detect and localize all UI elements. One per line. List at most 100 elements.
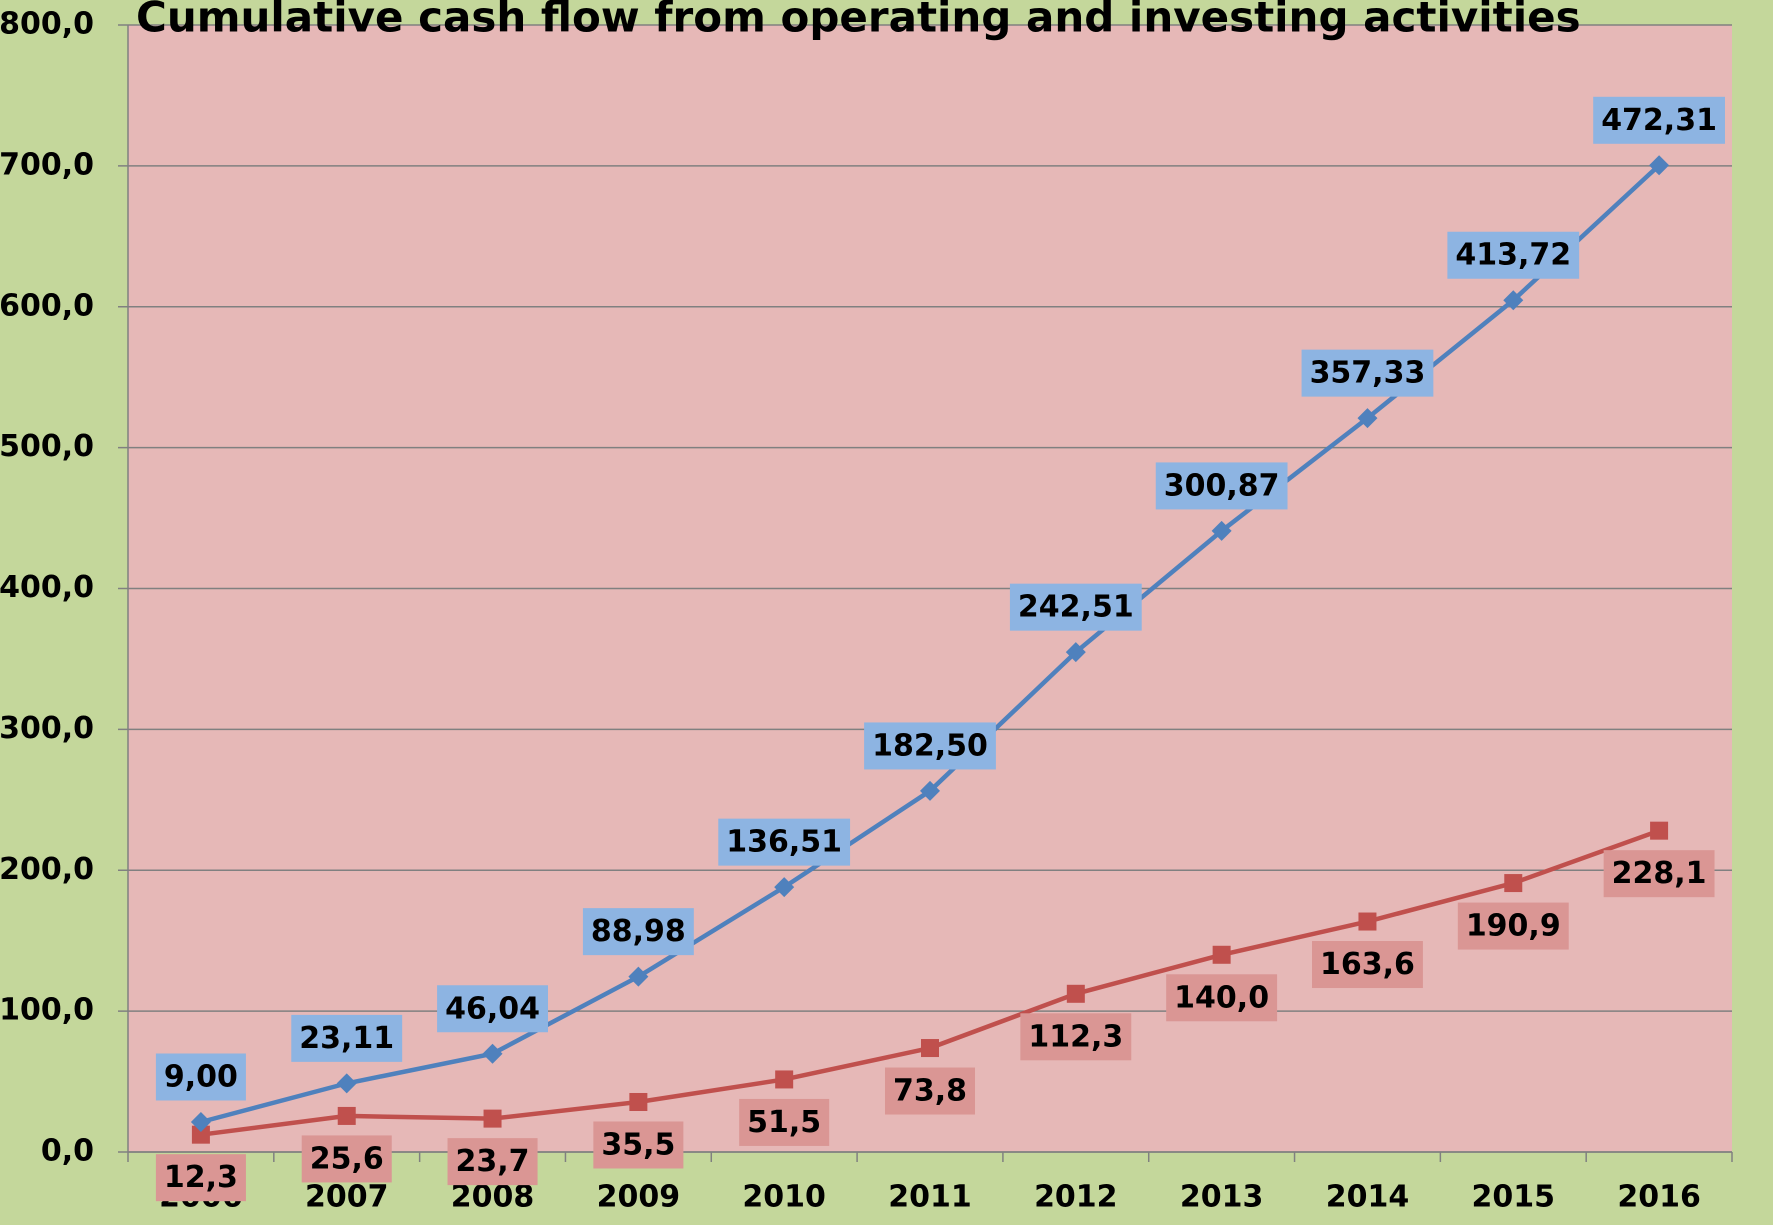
data-label-box bbox=[291, 1014, 403, 1062]
data-label-group: 23,7 bbox=[447, 1138, 538, 1186]
point-marker bbox=[1065, 642, 1086, 663]
data-label-box bbox=[301, 1135, 392, 1183]
data-label-box bbox=[1457, 902, 1569, 950]
x-tick-label: 2011 bbox=[888, 1180, 972, 1215]
data-label-box bbox=[1166, 974, 1278, 1022]
data-label-box bbox=[593, 1121, 684, 1169]
data-label: 73,8 bbox=[893, 1074, 967, 1109]
data-label: 472,31 bbox=[1601, 103, 1717, 138]
data-label: 25,6 bbox=[310, 1141, 384, 1176]
data-label: 12,3 bbox=[164, 1160, 238, 1195]
point-marker bbox=[628, 966, 649, 987]
point-marker bbox=[1212, 945, 1231, 964]
x-tick-label: 2010 bbox=[742, 1180, 826, 1215]
data-label-box bbox=[1312, 941, 1423, 989]
data-label-group: 300,87 bbox=[1155, 462, 1288, 510]
data-label-box bbox=[1603, 850, 1715, 898]
data-label-group: 136,51 bbox=[718, 818, 851, 866]
data-label: 163,6 bbox=[1320, 947, 1415, 982]
data-label-box bbox=[1447, 231, 1580, 279]
x-tick-label: 2007 bbox=[305, 1180, 389, 1215]
data-label-group: 12,3 bbox=[155, 1154, 246, 1202]
point-marker bbox=[1650, 821, 1669, 840]
x-tick-label: 2016 bbox=[1617, 1180, 1701, 1215]
x-tick-label: 2009 bbox=[597, 1180, 681, 1215]
data-label-group: 190,9 bbox=[1457, 902, 1569, 950]
data-label: 300,87 bbox=[1164, 468, 1280, 503]
data-label-group: 472,31 bbox=[1593, 96, 1725, 144]
x-tick-label: 2013 bbox=[1180, 1180, 1264, 1215]
data-label-box bbox=[1593, 96, 1725, 144]
data-label: 357,33 bbox=[1310, 356, 1426, 391]
y-tick-label: 700,0 bbox=[0, 147, 94, 182]
y-tick-label: 600,0 bbox=[0, 288, 94, 323]
data-label-group: 228,1 bbox=[1603, 850, 1715, 898]
data-label-group: 182,50 bbox=[864, 722, 996, 770]
data-label: 112,3 bbox=[1028, 1019, 1123, 1054]
data-label-box bbox=[1301, 349, 1434, 397]
y-tick-label: 400,0 bbox=[0, 570, 94, 605]
point-marker bbox=[1649, 155, 1670, 176]
point-marker bbox=[1211, 520, 1232, 541]
data-label: 413,72 bbox=[1455, 238, 1571, 273]
data-label: 136,51 bbox=[726, 825, 842, 860]
data-label: 23,11 bbox=[299, 1021, 394, 1056]
y-tick-label: 500,0 bbox=[0, 429, 94, 464]
y-tick-label: 100,0 bbox=[0, 993, 94, 1028]
x-tick-label: 2012 bbox=[1034, 1180, 1118, 1215]
point-marker bbox=[1066, 984, 1085, 1003]
data-label-box bbox=[1009, 583, 1142, 631]
data-label-box bbox=[447, 1138, 538, 1186]
data-label: 35,5 bbox=[601, 1127, 675, 1162]
x-tick-label: 2014 bbox=[1326, 1180, 1410, 1215]
data-label-group: 51,5 bbox=[739, 1098, 830, 1146]
data-label-group: 46,04 bbox=[437, 985, 548, 1033]
data-label-box bbox=[437, 985, 548, 1033]
point-marker bbox=[920, 780, 940, 801]
x-tick-label: 2008 bbox=[451, 1180, 535, 1215]
data-label-group: 112,3 bbox=[1020, 1013, 1132, 1061]
data-label: 242,51 bbox=[1018, 590, 1134, 625]
data-label: 182,50 bbox=[872, 728, 988, 763]
data-label-group: 23,11 bbox=[291, 1014, 403, 1062]
data-label: 46,04 bbox=[445, 991, 540, 1026]
point-marker bbox=[191, 1125, 210, 1144]
data-label-box bbox=[864, 722, 996, 770]
data-label: 88,98 bbox=[591, 914, 686, 949]
data-label-box bbox=[582, 908, 694, 956]
y-tick-label: 0,0 bbox=[41, 1134, 94, 1169]
data-label: 190,9 bbox=[1466, 909, 1561, 944]
data-label-group: 242,51 bbox=[1009, 583, 1142, 631]
y-tick-label: 300,0 bbox=[0, 711, 94, 746]
data-label-box bbox=[1020, 1013, 1132, 1061]
y-tick-label: 800,0 bbox=[0, 7, 94, 42]
chart-title: Cumulative cash flow from operating and … bbox=[136, 0, 1581, 42]
point-marker bbox=[774, 877, 795, 898]
point-marker bbox=[482, 1043, 503, 1064]
point-marker bbox=[483, 1109, 502, 1128]
data-label-box bbox=[884, 1067, 976, 1115]
point-marker bbox=[775, 1070, 794, 1089]
data-label: 9,00 bbox=[164, 1059, 238, 1094]
x-tick-label: 2015 bbox=[1472, 1180, 1556, 1215]
point-marker bbox=[337, 1106, 356, 1125]
data-label-group: 357,33 bbox=[1301, 349, 1434, 397]
data-label-box bbox=[155, 1053, 246, 1101]
point-marker bbox=[1358, 912, 1377, 931]
point-marker bbox=[1357, 408, 1378, 429]
point-marker bbox=[1503, 290, 1524, 311]
data-label: 23,7 bbox=[456, 1144, 530, 1179]
data-label-group: 25,6 bbox=[301, 1135, 392, 1183]
data-label-box bbox=[739, 1098, 830, 1146]
point-marker bbox=[921, 1039, 939, 1058]
data-label: 140,0 bbox=[1174, 980, 1269, 1015]
data-label-group: 9,00 bbox=[155, 1053, 246, 1101]
data-label-group: 140,0 bbox=[1166, 974, 1278, 1022]
y-tick-label: 200,0 bbox=[0, 852, 94, 887]
data-label-box bbox=[1155, 462, 1288, 510]
data-label-group: 163,6 bbox=[1312, 941, 1423, 989]
data-label-group: 413,72 bbox=[1447, 231, 1580, 279]
data-label: 51,5 bbox=[747, 1105, 821, 1140]
